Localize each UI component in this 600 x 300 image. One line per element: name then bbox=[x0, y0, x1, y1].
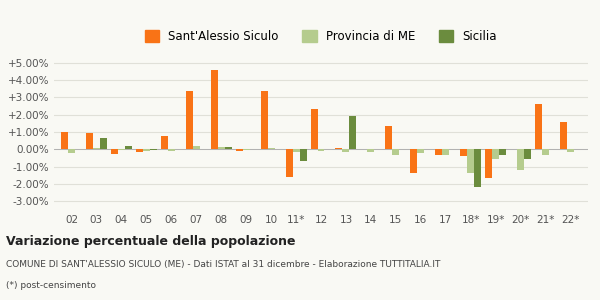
Bar bbox=[392, 149, 400, 155]
Bar bbox=[335, 148, 343, 149]
Bar bbox=[524, 149, 531, 159]
Bar bbox=[317, 149, 325, 151]
Bar bbox=[286, 149, 293, 177]
Bar bbox=[260, 91, 268, 149]
Bar bbox=[236, 149, 242, 151]
Bar bbox=[136, 149, 143, 152]
Bar bbox=[517, 149, 524, 170]
Bar bbox=[224, 147, 232, 149]
Bar bbox=[161, 136, 168, 149]
Bar bbox=[460, 149, 467, 156]
Bar bbox=[349, 116, 356, 149]
Bar bbox=[542, 149, 549, 155]
Bar bbox=[242, 149, 250, 150]
Text: Variazione percentuale della popolazione: Variazione percentuale della popolazione bbox=[6, 235, 296, 248]
Bar bbox=[193, 146, 200, 149]
Bar bbox=[311, 110, 317, 149]
Bar bbox=[385, 126, 392, 149]
Bar bbox=[111, 149, 118, 154]
Bar bbox=[535, 104, 542, 149]
Legend: Sant'Alessio Siculo, Provincia di ME, Sicilia: Sant'Alessio Siculo, Provincia di ME, Si… bbox=[140, 26, 502, 48]
Bar bbox=[268, 148, 275, 149]
Bar bbox=[68, 149, 75, 153]
Text: COMUNE DI SANT'ALESSIO SICULO (ME) - Dati ISTAT al 31 dicembre - Elaborazione TU: COMUNE DI SANT'ALESSIO SICULO (ME) - Dat… bbox=[6, 260, 440, 269]
Bar bbox=[86, 133, 93, 149]
Bar bbox=[211, 70, 218, 149]
Bar bbox=[168, 149, 175, 151]
Bar bbox=[560, 122, 567, 149]
Bar bbox=[118, 149, 125, 150]
Bar bbox=[93, 148, 100, 149]
Bar bbox=[435, 149, 442, 154]
Bar bbox=[485, 149, 492, 178]
Bar bbox=[61, 132, 68, 149]
Bar bbox=[567, 149, 574, 152]
Bar bbox=[186, 91, 193, 149]
Bar bbox=[100, 138, 107, 149]
Bar bbox=[410, 149, 418, 173]
Bar bbox=[474, 149, 481, 188]
Bar bbox=[418, 149, 424, 153]
Bar bbox=[343, 149, 349, 152]
Bar bbox=[218, 147, 224, 149]
Bar bbox=[467, 149, 474, 173]
Bar bbox=[299, 149, 307, 161]
Bar bbox=[143, 149, 150, 151]
Bar bbox=[442, 149, 449, 154]
Text: (*) post-censimento: (*) post-censimento bbox=[6, 281, 96, 290]
Bar bbox=[125, 146, 132, 149]
Bar bbox=[499, 149, 506, 155]
Bar bbox=[367, 149, 374, 152]
Bar bbox=[492, 149, 499, 159]
Bar bbox=[293, 149, 299, 152]
Bar bbox=[150, 149, 157, 150]
